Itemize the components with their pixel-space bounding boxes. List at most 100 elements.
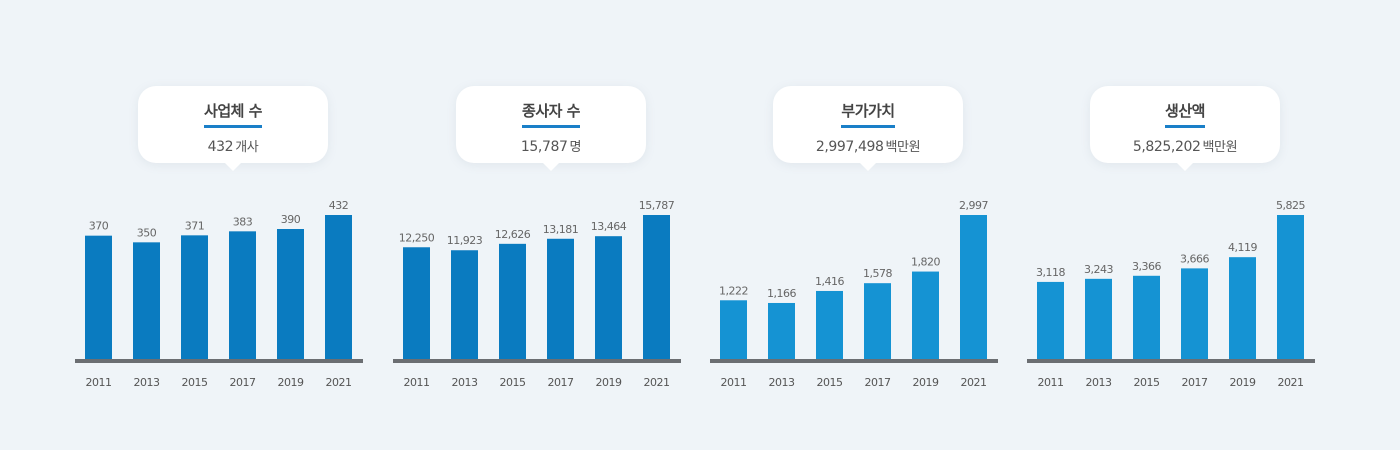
- summary-bubble: 사업체 수 432 개사: [138, 86, 328, 163]
- bar-chart-production: 3,118 2011 3,243 2013 3,366 2015 3,666 2017 4,11…: [1027, 190, 1327, 410]
- value-label-2013: 1,166: [767, 287, 796, 300]
- x-tick-label-2011: 2011: [404, 376, 430, 389]
- bar-2021: [960, 215, 987, 359]
- bar-2015: [499, 244, 526, 359]
- panel-establishments: 사업체 수 432 개사 370 2011 350 2013 371 2015 383 2017…: [75, 0, 375, 450]
- value-label-2011: 1,222: [719, 284, 748, 297]
- x-tick-label-2017: 2017: [230, 376, 256, 389]
- value-label-2021: 15,787: [639, 199, 675, 212]
- value-label-2017: 3,666: [1180, 252, 1209, 265]
- x-tick-label-2013: 2013: [134, 376, 160, 389]
- x-tick-label-2011: 2011: [721, 376, 747, 389]
- chart-title: 종사자 수: [522, 100, 580, 128]
- bar-2011: [85, 236, 112, 359]
- x-tick-label-2021: 2021: [1278, 376, 1304, 389]
- bar-2017: [229, 231, 256, 359]
- value-label-2021: 5,825: [1276, 199, 1305, 212]
- x-tick-label-2015: 2015: [182, 376, 208, 389]
- value-label-2011: 3,118: [1036, 266, 1065, 279]
- bar-2017: [864, 283, 891, 359]
- value-label-2015: 1,416: [815, 275, 844, 288]
- x-tick-label-2019: 2019: [278, 376, 304, 389]
- x-axis-line: [710, 359, 998, 363]
- x-tick-label-2013: 2013: [769, 376, 795, 389]
- bar-chart-establishments: 370 2011 350 2013 371 2015 383 2017 390 2019 432 20…: [75, 190, 375, 410]
- bar-chart-value-added: 1,222 2011 1,166 2013 1,416 2015 1,578 2017 1,82…: [710, 190, 1010, 410]
- x-axis-line: [75, 359, 363, 363]
- value-label-2013: 3,243: [1084, 263, 1113, 276]
- value-label-2015: 3,366: [1132, 260, 1161, 273]
- summary-bubble: 종사자 수 15,787 명: [456, 86, 646, 163]
- value-label-2017: 383: [233, 215, 253, 228]
- total-value: 5,825,202 백만원: [1090, 136, 1280, 155]
- x-tick-label-2017: 2017: [865, 376, 891, 389]
- bar-2021: [325, 215, 352, 359]
- x-tick-label-2019: 2019: [1230, 376, 1256, 389]
- panel-value-added: 부가가치 2,997,498 백만원 1,222 2011 1,166 2013 1,41…: [710, 0, 1010, 450]
- bar-chart-employees: 12,250 2011 11,923 2013 12,626 2015 13,181 2017…: [393, 190, 693, 410]
- total-unit: 명: [570, 140, 582, 155]
- value-label-2021: 432: [329, 199, 349, 212]
- total-number: 15,787: [521, 139, 568, 155]
- panel-production: 생산액 5,825,202 백만원 3,118 2011 3,243 2013 3,366…: [1027, 0, 1327, 450]
- x-tick-label-2017: 2017: [548, 376, 574, 389]
- total-value: 2,997,498 백만원: [773, 136, 963, 155]
- x-tick-label-2019: 2019: [596, 376, 622, 389]
- value-label-2015: 12,626: [495, 228, 531, 241]
- x-axis-line: [1027, 359, 1315, 363]
- x-tick-label-2011: 2011: [86, 376, 112, 389]
- x-tick-label-2021: 2021: [961, 376, 987, 389]
- bar-2021: [1277, 215, 1304, 359]
- bar-2017: [547, 239, 574, 359]
- value-label-2013: 350: [137, 226, 157, 239]
- x-tick-label-2021: 2021: [644, 376, 670, 389]
- chart-title: 생산액: [1165, 100, 1205, 128]
- chart-title: 사업체 수: [204, 100, 262, 128]
- summary-bubble: 부가가치 2,997,498 백만원: [773, 86, 963, 163]
- bar-2019: [1229, 257, 1256, 359]
- value-label-2021: 2,997: [959, 199, 988, 212]
- bar-2017: [1181, 268, 1208, 359]
- bar-2019: [595, 236, 622, 359]
- x-tick-label-2015: 2015: [500, 376, 526, 389]
- bar-2021: [643, 215, 670, 359]
- total-unit: 백만원: [885, 140, 920, 155]
- summary-bubble: 생산액 5,825,202 백만원: [1090, 86, 1280, 163]
- value-label-2011: 12,250: [399, 231, 435, 244]
- value-label-2015: 371: [185, 219, 205, 232]
- value-label-2019: 1,820: [911, 256, 940, 269]
- bar-2015: [1133, 276, 1160, 359]
- total-unit: 개사: [235, 140, 258, 155]
- bar-2013: [133, 242, 160, 359]
- total-value: 15,787 명: [456, 136, 646, 155]
- x-tick-label-2017: 2017: [1182, 376, 1208, 389]
- total-unit: 백만원: [1202, 140, 1237, 155]
- bar-2015: [816, 291, 843, 359]
- value-label-2011: 370: [89, 220, 109, 233]
- value-label-2019: 390: [281, 213, 301, 226]
- total-number: 432: [208, 139, 234, 155]
- x-axis-line: [393, 359, 681, 363]
- value-label-2017: 1,578: [863, 267, 892, 280]
- x-tick-label-2013: 2013: [452, 376, 478, 389]
- chart-title: 부가가치: [841, 100, 894, 128]
- x-tick-label-2015: 2015: [817, 376, 843, 389]
- x-tick-label-2013: 2013: [1086, 376, 1112, 389]
- value-label-2019: 13,464: [591, 220, 627, 233]
- panel-employees: 종사자 수 15,787 명 12,250 2011 11,923 2013 12,626…: [393, 0, 693, 450]
- bar-2013: [1085, 279, 1112, 359]
- x-tick-label-2011: 2011: [1038, 376, 1064, 389]
- bar-2019: [912, 272, 939, 359]
- bar-2015: [181, 235, 208, 359]
- x-tick-label-2021: 2021: [326, 376, 352, 389]
- bar-2013: [451, 250, 478, 359]
- x-tick-label-2019: 2019: [913, 376, 939, 389]
- bar-2011: [1037, 282, 1064, 359]
- value-label-2013: 11,923: [447, 234, 483, 247]
- total-number: 5,825,202: [1133, 139, 1201, 155]
- bar-2019: [277, 229, 304, 359]
- total-number: 2,997,498: [816, 139, 884, 155]
- bar-2011: [403, 247, 430, 359]
- value-label-2017: 13,181: [543, 223, 579, 236]
- bar-2013: [768, 303, 795, 359]
